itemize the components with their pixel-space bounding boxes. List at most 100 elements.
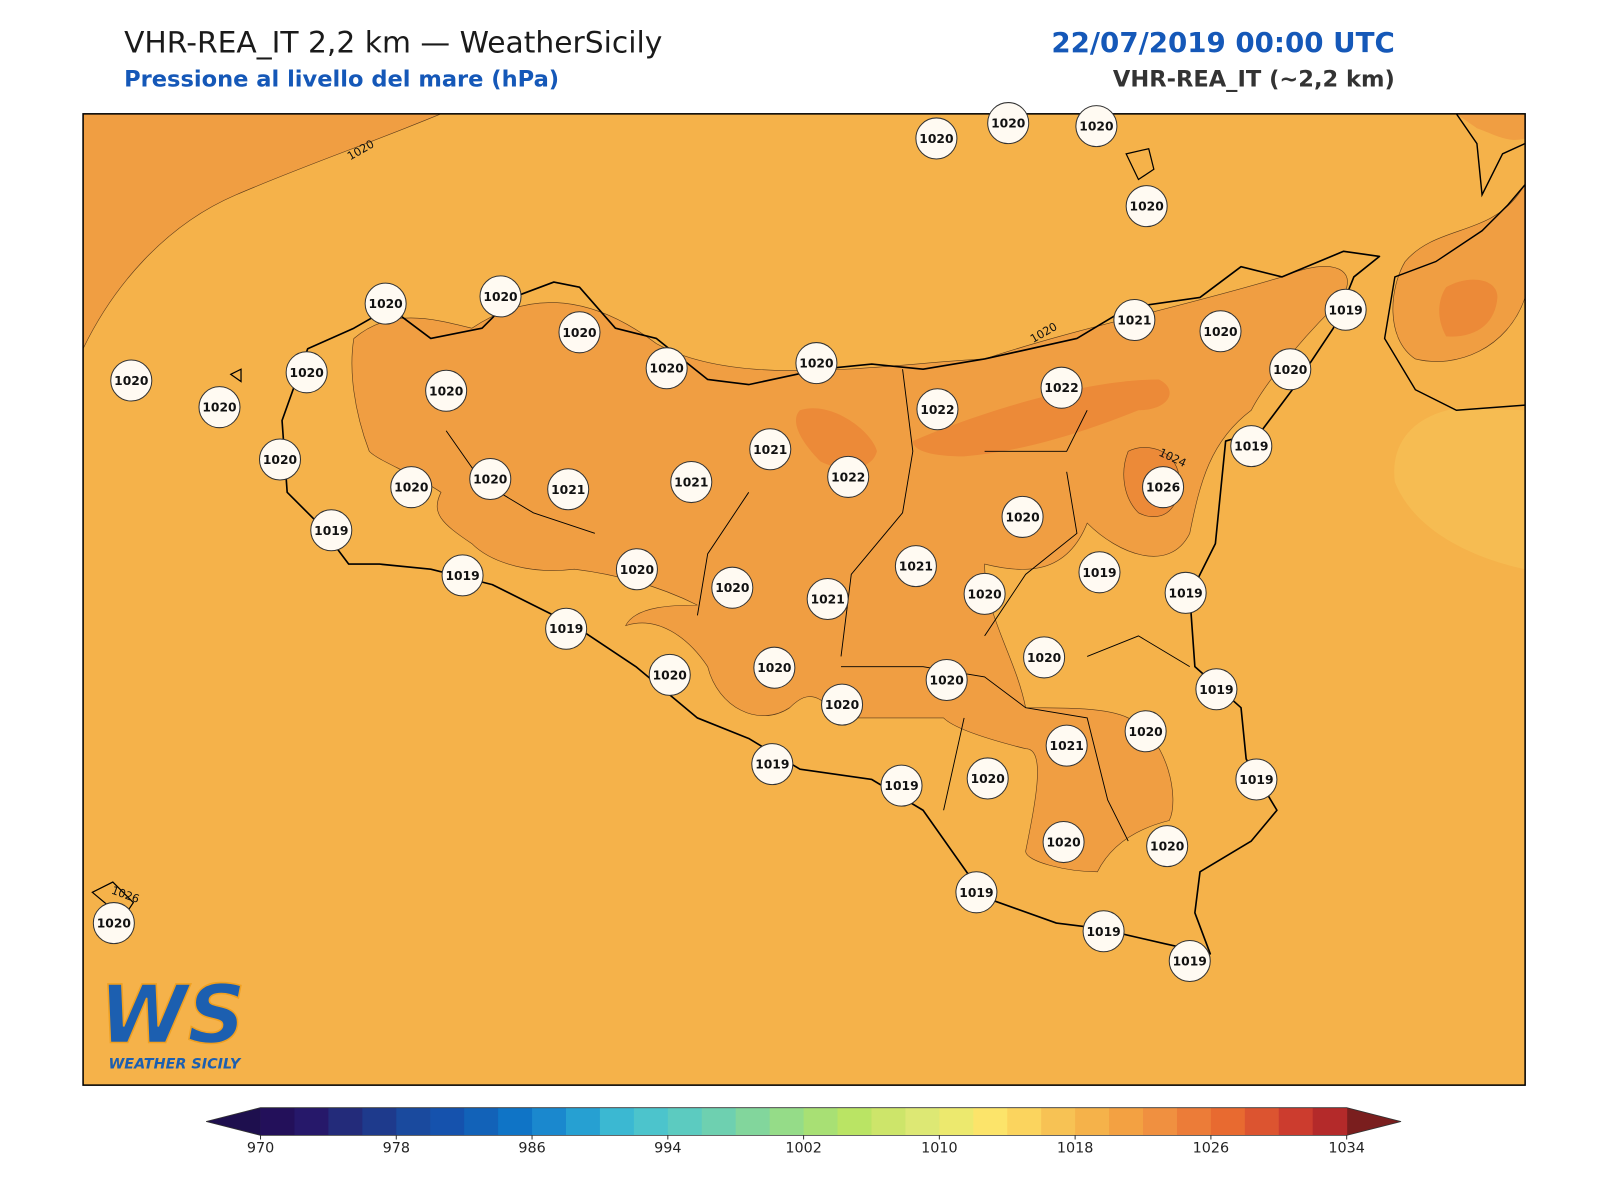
colorbar-cell [769,1107,805,1136]
map [83,113,1526,1086]
station-marker [1040,366,1083,409]
station-value: 1019 [1199,683,1233,697]
colorbar-cell [1143,1107,1178,1136]
station-value: 1020 [263,453,297,467]
station-marker [821,683,864,726]
pressure-zone [1456,113,1526,140]
station-marker [479,275,522,318]
station-marker [1023,636,1066,679]
station-value: 1022 [831,470,865,484]
station-marker [545,607,588,650]
station-value: 1020 [1150,840,1184,854]
station-marker [1164,571,1207,614]
colorbar-cell [1312,1107,1348,1136]
colorbar-tick-label: 1026 [1193,1141,1230,1157]
colorbar-cell [973,1107,1008,1136]
station-value: 1019 [1239,773,1273,787]
colorbar-tick-label: 1010 [921,1141,958,1157]
station-marker [670,461,713,504]
station-marker [751,743,794,786]
colorbar-tick-label: 970 [247,1141,274,1157]
colorbar-cell [498,1107,533,1136]
colorbar-cell [430,1107,465,1136]
station-marker [364,282,407,325]
colorbar-cell [667,1107,703,1136]
station-value: 1020 [1203,325,1237,339]
station-marker [1075,105,1118,148]
pressure-zone [1394,408,1526,570]
colorbar-cell [1007,1107,1042,1136]
station-marker [806,577,849,620]
station-marker [1125,185,1168,228]
station-value: 1021 [811,593,845,607]
colorbar-cell [837,1107,872,1136]
station-marker [1146,825,1189,868]
station-marker [1199,310,1242,353]
station-value: 1020 [919,132,953,146]
pressure-zone [795,408,877,469]
station-marker [1142,466,1185,509]
map-frame [82,113,1526,1086]
station-value: 1020 [650,362,684,376]
station-marker [711,566,754,609]
station-marker [1082,910,1125,953]
pressure-zone [1392,184,1526,362]
station-value: 1019 [1329,303,1363,317]
colorbar-tick-label: 986 [518,1141,545,1157]
colorbar-cell [1176,1107,1212,1136]
station-marker [469,457,512,500]
colorbar-cell [1210,1107,1246,1136]
colorbar-cell [396,1107,431,1136]
colorbar-cell [294,1107,329,1136]
model-label: VHR-REA_IT (~2,2 km) [1113,67,1395,93]
colorbar-cell [1244,1107,1280,1136]
station-value: 1019 [884,779,918,793]
colorbar-cell [871,1107,906,1136]
station-value: 1019 [1082,566,1116,580]
station-marker [425,369,468,412]
station-marker [915,117,958,160]
station-marker [198,386,241,429]
station-value: 1019 [755,758,789,772]
station-marker [880,764,923,807]
station-value: 1021 [1050,739,1084,753]
station-value: 1020 [562,326,596,340]
station-marker [925,658,968,702]
station-value: 1022 [1044,381,1078,395]
station-value: 1020 [971,772,1005,786]
station-value: 1019 [549,622,583,636]
station-marker [558,311,601,354]
colorbar-cell [565,1107,601,1136]
station-value: 1019 [1169,586,1203,600]
pressure-zone [912,379,1170,457]
title: VHR-REA_IT 2,2 km — WeatherSicily [124,26,662,61]
station-value: 1020 [290,366,324,380]
colorbar-cell [633,1107,669,1136]
logo: WS WEATHER SICILY [99,968,246,1073]
station-marker [1324,288,1367,331]
station-marker [827,455,870,498]
station-value: 1019 [1173,955,1207,969]
station-marker [547,468,590,511]
station-value: 1020 [825,698,859,712]
colorbar-cell [735,1107,771,1136]
station-marker [753,646,796,689]
station-marker [1124,710,1167,753]
station-value: 1019 [1086,925,1120,939]
station-marker [110,359,153,402]
station-marker [1113,298,1156,342]
station-value: 1020 [394,481,428,495]
station-value: 1020 [369,297,403,311]
station-value: 1021 [1117,314,1151,328]
station-marker [966,757,1009,800]
station-value: 1021 [674,476,708,490]
subtitle: Pressione al livello del mare (hPa) [124,67,559,93]
colorbar-cell [362,1107,397,1136]
station-value: 1020 [930,674,964,688]
coastline [281,250,1381,955]
station-value: 1020 [473,473,507,487]
colorbar-cell [260,1107,295,1136]
station-value: 1020 [1046,836,1080,850]
colorbar-cell [532,1107,567,1136]
